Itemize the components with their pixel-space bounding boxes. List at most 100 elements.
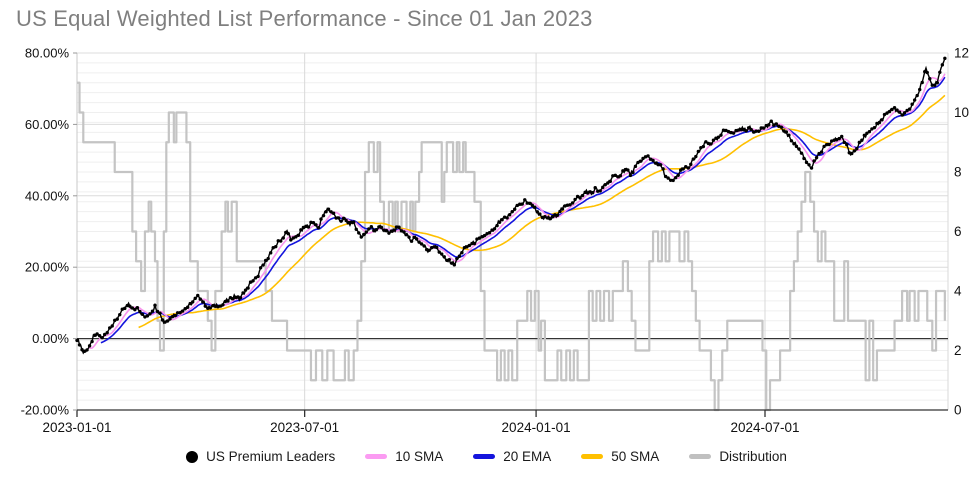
data-point: [837, 136, 841, 141]
data-point: [824, 142, 829, 147]
data-point: [369, 225, 374, 229]
data-point: [789, 139, 794, 143]
data-point: [633, 164, 638, 169]
data-point: [231, 297, 235, 301]
data-point: [802, 156, 806, 161]
data-point: [472, 241, 477, 246]
data-point: [241, 291, 245, 295]
data-point: [709, 142, 713, 146]
data-point: [118, 312, 122, 317]
data-point: [477, 236, 482, 240]
data-point: [787, 133, 791, 137]
legend-label: 50 SMA: [611, 449, 660, 464]
legend-swatch: [581, 454, 604, 459]
data-point: [261, 263, 265, 267]
data-point: [812, 159, 816, 163]
data-point: [842, 140, 846, 145]
data-point: [855, 146, 859, 151]
data-point: [226, 299, 230, 303]
series-distribution: [77, 81, 946, 412]
data-point: [404, 233, 409, 237]
data-point: [656, 162, 660, 167]
data-point: [779, 125, 784, 129]
data-point: [907, 107, 912, 111]
data-point: [130, 306, 135, 310]
data-point: [890, 107, 894, 112]
data-point: [153, 303, 157, 308]
data-point: [281, 236, 285, 240]
legend-item-us-premium-leaders[interactable]: US Premium Leaders: [186, 449, 335, 464]
data-point: [467, 243, 472, 248]
data-point: [870, 127, 874, 131]
x-axis-tick-label: 2023-01-01: [42, 420, 111, 435]
data-point: [75, 338, 79, 343]
data-point: [608, 179, 612, 184]
data-point: [757, 129, 761, 133]
chart-legend: US Premium Leaders 10 SMA 20 EMA 50 SMA Dist…: [0, 449, 973, 464]
data-point: [555, 213, 560, 217]
data-point: [482, 233, 487, 238]
data-point: [180, 309, 185, 313]
data-point: [626, 168, 630, 172]
data-point: [689, 162, 693, 167]
data-point: [774, 122, 779, 126]
data-point: [387, 231, 391, 235]
data-point: [905, 108, 909, 113]
data-point: [362, 232, 366, 237]
data-point: [450, 261, 454, 265]
data-point: [668, 178, 673, 182]
legend-item-20-ema[interactable]: 20 EMA: [473, 449, 551, 464]
right-axis-tick-label: 0: [954, 403, 962, 418]
data-point: [447, 257, 451, 262]
legend-swatch: [689, 454, 712, 459]
data-point: [269, 251, 273, 255]
data-point: [535, 210, 540, 214]
data-point: [495, 223, 499, 228]
data-point: [575, 194, 580, 199]
data-point: [339, 219, 343, 223]
data-point: [105, 331, 109, 335]
data-point: [679, 168, 683, 172]
data-point: [840, 134, 844, 139]
data-point: [407, 235, 411, 239]
legend-item-10-sma[interactable]: 10 SMA: [365, 449, 443, 464]
data-point: [621, 169, 625, 173]
data-point: [311, 221, 316, 225]
data-point: [100, 335, 104, 340]
legend-swatch: [473, 454, 496, 459]
data-point: [266, 256, 270, 261]
data-point: [827, 142, 831, 147]
data-point: [364, 230, 368, 234]
data-point: [419, 242, 424, 246]
data-point: [933, 83, 937, 87]
data-point: [877, 120, 882, 125]
data-point: [440, 252, 444, 256]
data-point: [887, 109, 892, 114]
data-point: [895, 108, 899, 112]
data-point: [558, 209, 562, 214]
data-point: [392, 228, 396, 232]
data-point: [736, 128, 741, 132]
data-point: [223, 299, 228, 304]
right-axis-tick-label: 12: [954, 46, 969, 61]
data-point: [294, 235, 298, 239]
data-point: [497, 220, 502, 224]
legend-item-distribution[interactable]: Distribution: [689, 449, 787, 464]
left-axis-tick-label: 0.00%: [32, 331, 69, 346]
series-20-ema: [100, 76, 946, 344]
legend-item-50-sma[interactable]: 50 SMA: [581, 449, 659, 464]
data-point: [248, 280, 253, 284]
data-point: [148, 312, 152, 316]
series-us-premium-leaders-markers: [75, 56, 947, 353]
data-point: [940, 63, 945, 67]
data-point: [935, 81, 940, 85]
data-point: [754, 129, 758, 133]
data-point: [749, 127, 753, 132]
data-point: [525, 201, 529, 205]
data-point: [135, 306, 140, 310]
data-point: [233, 295, 238, 300]
data-point: [618, 174, 623, 178]
data-point: [85, 348, 89, 352]
right-axis-tick-label: 2: [954, 343, 962, 358]
